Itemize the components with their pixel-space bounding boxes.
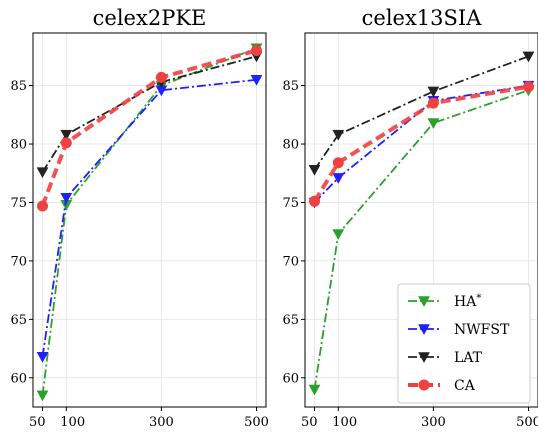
legend-label-nwfst: NWFST [454,322,510,338]
y-tick-label: 75 [282,196,299,211]
data-point-ca [309,195,321,207]
data-point-lat [308,164,321,176]
data-point-lat [36,167,49,179]
x-tick-label: 300 [421,415,446,430]
legend-marker-ha [418,296,430,308]
legend-box [397,283,531,404]
plot-frame [32,32,267,408]
data-point-nwfst [60,193,73,204]
series-line-ha [41,47,257,396]
data-point-ca [427,97,439,109]
data-point-ca [37,200,49,212]
data-point-ca [522,81,534,93]
legend-marker-nwfst [418,324,430,336]
plot-frame [304,32,538,408]
panel-celex2pke: 60 65 70 75 80 85 50 100 300 500 celex2PKE [10,6,268,430]
y-tick-label: 75 [10,196,27,211]
x-tick-label: 50 [29,415,46,430]
data-point-lat [522,51,535,63]
series-line-nwfst [41,78,257,357]
x-tick-label: 100 [60,415,85,430]
y-tick-label: 70 [10,254,27,269]
series-line-lat [41,55,257,173]
legend-label-ha: HA* [454,293,481,311]
series-lat [36,51,263,179]
series-line-lat [313,55,529,171]
legend-marker-lat [418,352,430,364]
data-point-ha [36,390,49,402]
y-tick-label: 60 [10,371,27,386]
y-tick-label: 85 [10,79,27,94]
panel-celex13sia: 60 65 70 75 80 85 50 100 300 500 celex13SIA HA* NWFS… [282,6,538,430]
series-line-nwfst [313,84,529,204]
x-tick-label: 500 [244,415,269,430]
data-point-ha [332,229,345,241]
series-lat [308,51,535,176]
chart-title: celex13SIA [362,6,483,30]
y-tick-label: 85 [282,79,299,94]
chart-title: celex2PKE [93,6,207,30]
legend-label-lat: LAT [454,350,483,366]
x-tick-label: 50 [301,415,318,430]
series-ca [309,81,534,207]
y-tick-label: 70 [282,254,299,269]
x-tick-label: 500 [516,415,538,430]
series-line-ha [313,89,529,390]
data-point-ca [250,45,262,57]
series-ha [36,43,263,402]
y-tick-label: 65 [10,313,27,328]
y-tick-label: 60 [282,371,299,386]
data-point-lat [60,129,73,141]
data-point-nwfst [36,351,49,363]
data-point-lat [332,129,345,141]
x-tick-label: 100 [332,415,357,430]
y-tick-label: 65 [282,313,299,328]
data-point-ca [155,71,167,83]
data-point-ha [308,384,321,396]
data-point-ca [332,157,344,169]
y-tick-label: 80 [282,138,299,153]
series-ca [37,45,262,212]
series-line-ca [40,48,258,207]
legend-marker-ca [418,379,430,391]
data-point-lat [427,86,440,98]
data-point-ha [427,118,440,130]
data-point-nwfst [332,173,345,184]
x-tick-label: 300 [149,415,174,430]
y-tick-label: 80 [10,138,27,153]
series-nwfst [36,75,263,363]
legend-label-ca: CA [454,378,476,394]
legend: HA* NWFST LAT CA [397,283,531,404]
data-point-nwfst [250,75,263,86]
series-line-ca [312,84,529,203]
data-point-ca [60,137,72,149]
